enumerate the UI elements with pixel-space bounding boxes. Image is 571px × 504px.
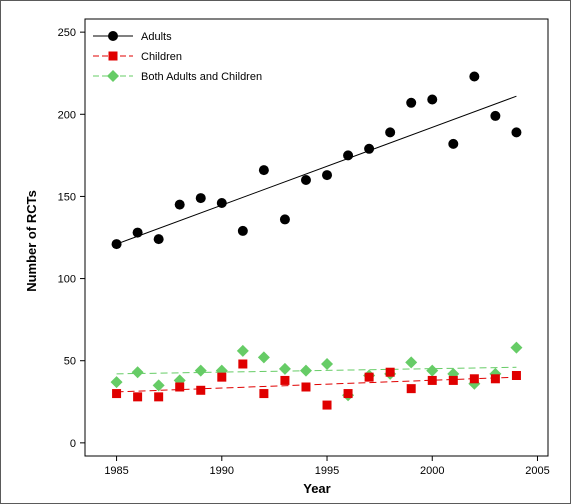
legend-marker-series-1 (108, 51, 118, 61)
data-point-series-0 (279, 214, 290, 225)
data-point-series-1 (133, 392, 143, 402)
data-point-series-1 (280, 375, 290, 385)
data-point-series-1 (112, 389, 122, 399)
data-point-series-0 (469, 71, 480, 82)
y-tick-label: 100 (58, 274, 76, 286)
data-point-series-1 (259, 389, 269, 399)
x-tick-label: 1995 (315, 465, 339, 477)
data-point-series-0 (111, 239, 122, 250)
data-point-series-0 (237, 225, 248, 236)
data-point-series-1 (175, 382, 185, 392)
trend-line-series-0 (116, 95, 517, 245)
data-point-series-0 (174, 199, 185, 210)
data-point-series-1 (469, 374, 479, 384)
data-point-series-0 (195, 193, 206, 204)
legend-label-series-2: Both Adults and Children (141, 71, 262, 83)
data-point-series-2 (426, 364, 439, 377)
trend-line-series-2 (116, 366, 517, 375)
data-point-series-1 (511, 371, 521, 380)
data-point-series-2 (110, 376, 123, 389)
data-point-series-1 (154, 392, 164, 402)
data-point-series-1 (406, 384, 416, 394)
data-point-series-1 (364, 372, 374, 382)
data-point-series-2 (405, 356, 418, 369)
y-tick-label: 250 (58, 27, 76, 39)
y-axis-title: Number of RCTs (24, 190, 39, 292)
data-point-series-2 (131, 366, 144, 379)
data-point-series-2 (321, 358, 334, 370)
y-tick-label: 50 (64, 356, 76, 368)
data-point-series-1 (217, 372, 227, 382)
legend-label-series-0: Adults (141, 31, 172, 43)
x-tick-label: 2000 (420, 465, 444, 477)
x-tick-label: 2005 (525, 465, 549, 477)
data-point-series-0 (300, 175, 311, 185)
data-point-series-0 (490, 110, 501, 121)
data-point-series-2 (236, 344, 249, 357)
data-point-series-0 (448, 138, 459, 149)
data-point-series-0 (153, 234, 164, 245)
data-point-series-0 (385, 127, 396, 138)
data-point-series-2 (278, 362, 291, 375)
data-point-series-0 (343, 150, 354, 161)
data-point-series-0 (364, 143, 375, 154)
legend-label-series-1: Children (141, 51, 182, 63)
data-point-series-0 (511, 127, 522, 138)
data-point-series-0 (322, 170, 333, 181)
data-point-series-1 (301, 382, 311, 392)
y-tick-label: 150 (58, 191, 76, 203)
data-point-series-2 (152, 379, 165, 392)
data-point-series-1 (238, 359, 248, 369)
data-point-series-2 (257, 351, 270, 364)
data-point-series-0 (258, 165, 269, 176)
data-point-series-2 (194, 364, 207, 377)
data-point-series-1 (322, 400, 332, 410)
data-point-series-0 (216, 198, 227, 208)
data-point-series-1 (427, 375, 437, 385)
data-point-series-2 (299, 364, 312, 377)
legend-marker-series-2 (107, 70, 119, 82)
y-tick-label: 0 (70, 438, 76, 450)
x-tick-label: 1985 (104, 465, 128, 477)
data-point-series-1 (343, 389, 353, 399)
data-point-series-2 (510, 341, 523, 354)
data-point-series-1 (448, 375, 458, 385)
legend-marker-series-0 (108, 31, 118, 41)
data-point-series-0 (406, 97, 417, 108)
data-point-series-1 (385, 367, 395, 377)
x-axis-title: Year (303, 481, 330, 496)
data-point-series-1 (196, 385, 206, 395)
data-point-series-0 (132, 227, 143, 238)
data-point-series-0 (427, 94, 438, 105)
x-tick-label: 1990 (210, 465, 234, 477)
data-point-series-1 (490, 374, 500, 384)
y-tick-label: 200 (58, 109, 76, 121)
